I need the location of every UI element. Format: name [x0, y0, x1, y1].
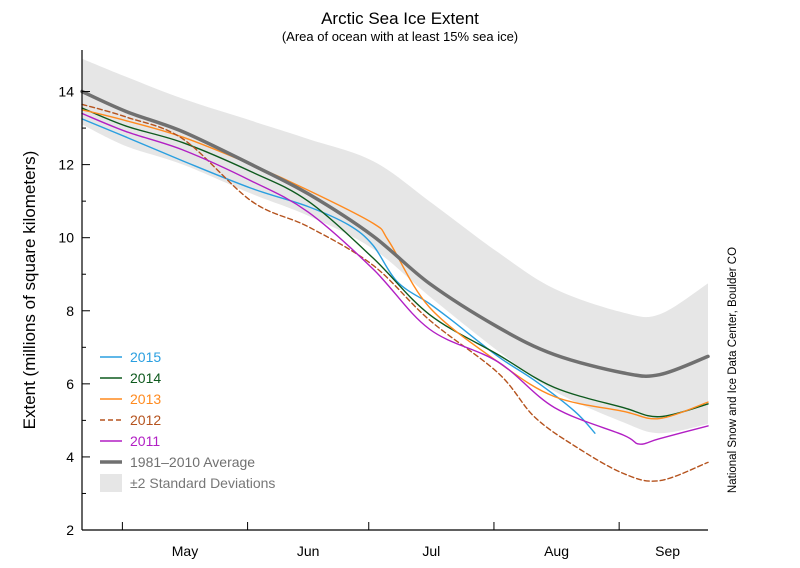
x-tick-label-jun: Jun [297, 543, 320, 559]
y-tick-label-10: 10 [58, 230, 74, 246]
x-tick-label-aug: Aug [544, 543, 569, 559]
y-tick-label-4: 4 [66, 449, 74, 465]
legend-label-std-dev: ±2 Standard Deviations [130, 475, 275, 491]
series-line-2013 [81, 109, 709, 420]
chart-title: Arctic Sea Ice Extent [321, 9, 479, 28]
legend-label-2015: 2015 [130, 349, 161, 365]
series-line-2012 [81, 103, 709, 482]
legend-swatch-std-dev [100, 474, 122, 492]
y-tick-label-8: 8 [66, 303, 74, 319]
y-tick-label-6: 6 [66, 376, 74, 392]
x-tick-label-may: May [172, 543, 198, 559]
series-line-2014 [81, 107, 709, 418]
series-line-2015 [81, 118, 596, 434]
y-tick-label-12: 12 [58, 157, 74, 173]
x-tick-label-sep: Sep [655, 543, 680, 559]
legend-label-2013: 2013 [130, 391, 161, 407]
legend-label-2012: 2012 [130, 412, 161, 428]
legend-label-1981-2010-average: 1981–2010 Average [130, 454, 255, 470]
std-dev-band [82, 58, 708, 434]
series-line-2011 [81, 112, 709, 445]
series-line-1981-2010-average [80, 89, 710, 378]
y-tick-label-2: 2 [66, 522, 74, 538]
x-tick-label-jul: Jul [422, 543, 440, 559]
legend-label-2011: 2011 [130, 433, 160, 449]
chart-subtitle: (Area of ocean with at least 15% sea ice… [281, 29, 519, 44]
legend-label-2014: 2014 [130, 370, 161, 386]
y-tick-label-14: 14 [58, 84, 74, 100]
